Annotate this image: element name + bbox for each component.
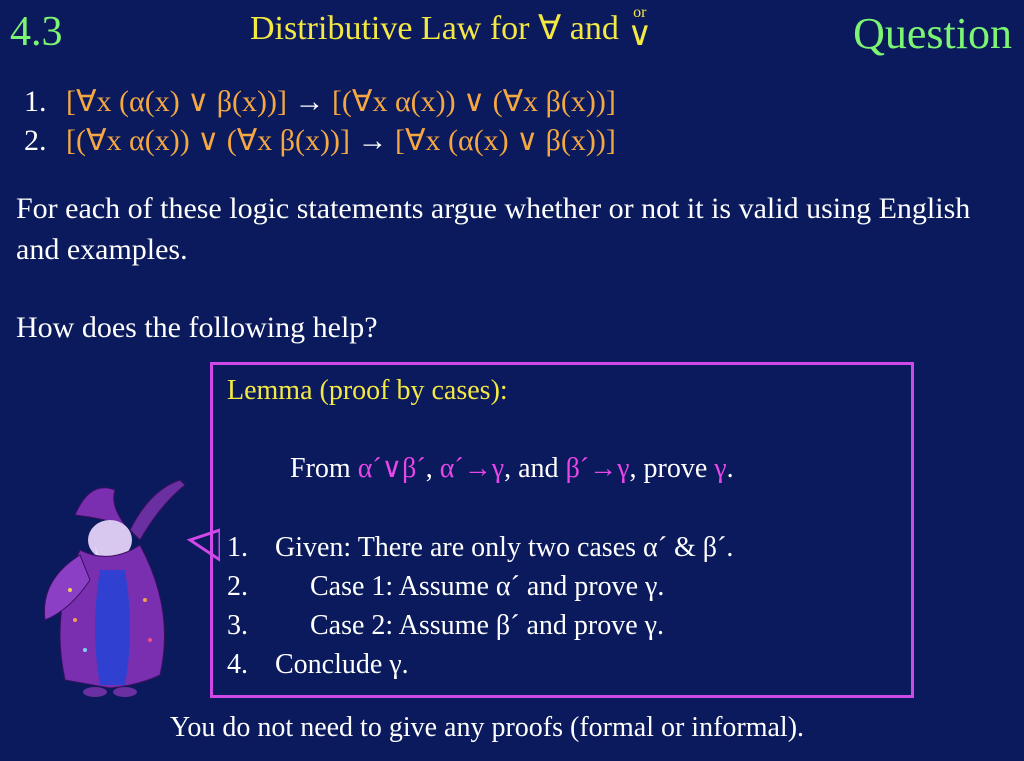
formula-2-expr: [(∀x α(x)) ∨ (∀x β(x))] → [∀x (α(x) ∨ β(… (66, 121, 616, 160)
lf-w4: , prove (630, 453, 715, 484)
f2-l2: x α(x)) (107, 124, 198, 157)
title-text-pre: Distributive Law for (250, 10, 538, 47)
l2-num: 2. (227, 567, 275, 606)
forall-symbol: ∀ (538, 10, 561, 47)
f1-forall: ∀ (76, 85, 97, 118)
f2-forall1: ∀ (86, 124, 107, 157)
section-number: 4.3 (10, 8, 250, 56)
f1-lhs1: x (α(x) (97, 85, 188, 118)
l1-num: 1. (227, 528, 275, 567)
lf-m3: β´→γ (566, 453, 630, 484)
question-paragraph: How does the following help? (16, 308, 1008, 349)
f2-r0: [ (395, 124, 405, 157)
lemma-title: Lemma (proof by cases): (227, 371, 897, 410)
instruction-paragraph: For each of these logic statements argue… (16, 189, 1008, 270)
formula-1-number: 1. (24, 82, 66, 121)
f1-forall3: ∀ (503, 85, 524, 118)
wizard-icon (20, 470, 220, 705)
title-group: Distributive Law for ∀ and or∨ (250, 8, 853, 53)
f2-l3: ( (219, 124, 237, 157)
f1-forall2: ∀ (352, 85, 373, 118)
lemma-box: Lemma (proof by cases): From α´∨β´, α´→γ… (210, 362, 914, 698)
lemma-line-3: 3. Case 2: Assume β´ and prove γ. (227, 606, 897, 645)
bottom-note: You do not need to give any proofs (form… (170, 712, 804, 744)
f2-l1: [( (66, 124, 86, 157)
slide-title: Distributive Law for ∀ and or∨ (250, 8, 652, 53)
lemma-line-1: 1.Given: There are only two cases α´ & β… (227, 528, 897, 567)
lemma-line-2: 2. Case 1: Assume α´ and prove γ. (227, 567, 897, 606)
f2-arrow: → (350, 124, 395, 157)
f2-l4: x β(x))] (257, 124, 350, 157)
formula-1-expr: [∀x (α(x) ∨ β(x))] → [(∀x α(x)) ∨ (∀x β(… (66, 82, 616, 121)
title-text-and: and (561, 10, 627, 47)
f1-lb: [ (66, 85, 76, 118)
or-vee-symbol: ∨ (627, 20, 652, 51)
l3-num: 3. (227, 606, 275, 645)
f2-vee2: ∨ (516, 124, 538, 157)
f1-arrow: → (287, 85, 332, 118)
l2-text: Case 1: Assume α´ and prove γ. (275, 567, 664, 606)
formula-2-number: 2. (24, 121, 66, 160)
or-stack: or∨ (627, 6, 652, 51)
f2-r2: β(x))] (538, 124, 616, 157)
l3-text: Case 2: Assume β´ and prove γ. (275, 606, 664, 645)
f1-r2: x α(x)) (372, 85, 463, 118)
formula-2: 2. [(∀x α(x)) ∨ (∀x β(x))] → [∀x (α(x) ∨… (24, 121, 616, 160)
formula-1: 1. [∀x (α(x) ∨ β(x))] → [(∀x α(x)) ∨ (∀x… (24, 82, 616, 121)
lf-w3: , and (504, 453, 565, 484)
formulas: 1. [∀x (α(x) ∨ β(x))] → [(∀x α(x)) ∨ (∀x… (24, 82, 616, 160)
f2-forall3: ∀ (405, 124, 426, 157)
l4-text: Conclude γ. (275, 645, 409, 684)
f2-r1: x (α(x) (425, 124, 516, 157)
f1-r3: ( (485, 85, 503, 118)
lf-w5: . (727, 453, 734, 484)
f2-vee1: ∨ (197, 124, 219, 157)
f2-forall2: ∀ (237, 124, 258, 157)
f1-lhs2: β(x))] (209, 85, 287, 118)
lf-w1: From (269, 453, 358, 484)
f1-vee2: ∨ (463, 85, 485, 118)
lf-m1: α´∨β´ (358, 453, 426, 484)
header: 4.3 Distributive Law for ∀ and or∨ Quest… (0, 8, 1024, 59)
f1-r4: x β(x))] (523, 85, 616, 118)
question-label: Question (853, 8, 1012, 59)
lf-m2: α´→γ (440, 453, 504, 484)
f1-vee: ∨ (187, 85, 209, 118)
slide: 4.3 Distributive Law for ∀ and or∨ Quest… (0, 0, 1024, 761)
l4-num: 4. (227, 645, 275, 684)
f1-r1: [( (332, 85, 352, 118)
lf-w2: , (426, 453, 440, 484)
l1-text: Given: There are only two cases α´ & β´. (275, 528, 733, 567)
lemma-from-line: From α´∨β´, α´→γ, and β´→γ, prove γ. (227, 410, 897, 528)
lemma-line-4: 4.Conclude γ. (227, 645, 897, 684)
lf-m4: γ (714, 453, 726, 484)
